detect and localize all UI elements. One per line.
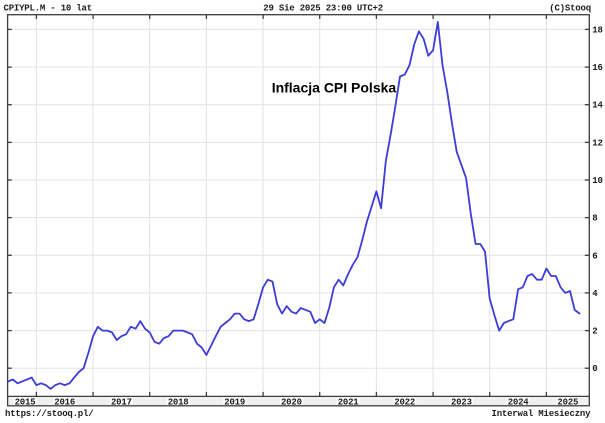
svg-text:0: 0	[592, 364, 597, 374]
svg-text:2019: 2019	[224, 397, 245, 407]
svg-text:6: 6	[592, 251, 597, 261]
svg-text:Interwal Miesieczny: Interwal Miesieczny	[492, 409, 592, 419]
svg-text:2021: 2021	[338, 397, 360, 407]
svg-text:8: 8	[592, 214, 597, 224]
svg-text:2020: 2020	[281, 397, 302, 407]
svg-text:2023: 2023	[451, 397, 472, 407]
svg-text:2017: 2017	[111, 397, 132, 407]
svg-text:12: 12	[592, 138, 602, 148]
svg-text:CPIYPL.M - 10 lat: CPIYPL.M - 10 lat	[4, 4, 92, 14]
svg-text:2018: 2018	[168, 397, 189, 407]
svg-text:2015: 2015	[15, 397, 36, 407]
svg-text:https://stooq.pl/: https://stooq.pl/	[5, 409, 93, 419]
svg-text:(C)Stooq: (C)Stooq	[549, 4, 591, 14]
svg-text:18: 18	[592, 25, 602, 35]
svg-text:2024: 2024	[508, 397, 530, 407]
svg-text:14: 14	[592, 101, 603, 111]
svg-text:10: 10	[592, 176, 602, 186]
svg-text:16: 16	[592, 63, 602, 73]
svg-text:2016: 2016	[54, 397, 75, 407]
svg-text:29 Sie 2025 23:00 UTC+2: 29 Sie 2025 23:00 UTC+2	[263, 4, 383, 14]
svg-text:2022: 2022	[394, 397, 415, 407]
svg-text:2025: 2025	[557, 397, 578, 407]
svg-text:2: 2	[592, 327, 597, 337]
svg-text:4: 4	[592, 289, 598, 299]
svg-text:Inflacja CPI Polska: Inflacja CPI Polska	[272, 79, 397, 95]
